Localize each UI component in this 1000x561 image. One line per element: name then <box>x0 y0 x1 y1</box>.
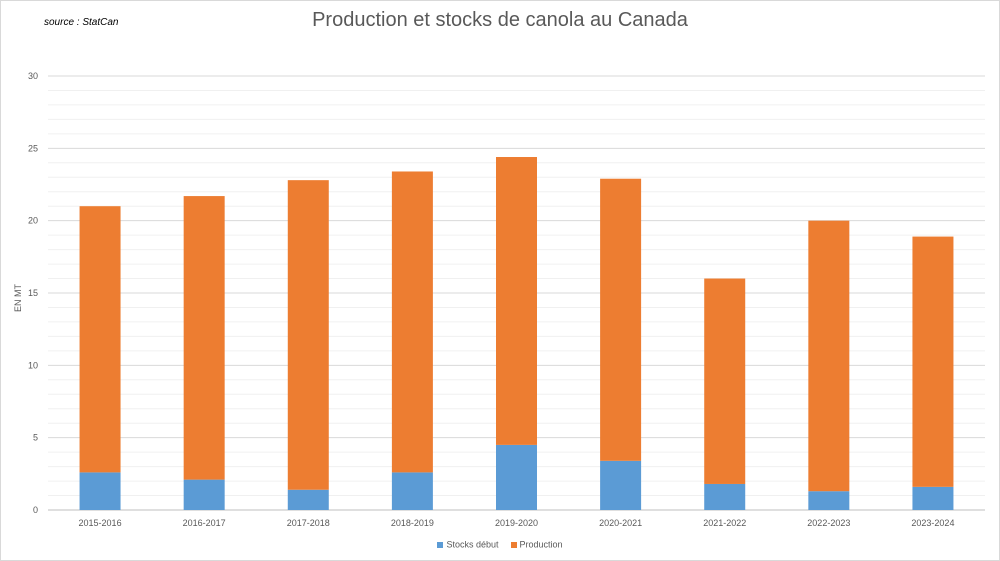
legend-item: Stocks début <box>437 539 499 550</box>
bar-stocks-debut-2020-2021 <box>600 460 642 510</box>
bar-production-2022-2023 <box>808 220 850 492</box>
bar-production-2023-2024 <box>912 236 954 487</box>
bar-stocks-debut-2016-2017 <box>183 479 225 510</box>
y-tick-label: 30 <box>28 71 38 81</box>
chart-title: Production et stocks de canola au Canada <box>312 9 688 31</box>
x-tick-label: 2019-2020 <box>495 518 538 528</box>
bar-production-2021-2022 <box>704 278 746 484</box>
x-tick-label: 2018-2019 <box>391 518 434 528</box>
x-tick-label: 2015-2016 <box>79 518 122 528</box>
y-axis-label: EN MT <box>13 284 23 313</box>
y-tick-label: 10 <box>28 360 38 370</box>
bar-stocks-debut-2019-2020 <box>496 444 537 510</box>
bar-stocks-debut-2023-2024 <box>912 486 954 510</box>
legend-swatch <box>437 541 444 548</box>
x-tick-label: 2017-2018 <box>287 518 330 528</box>
x-axis-ticks: 2015-2016 2016-2017 2017-2018 2018-2019 2019… <box>79 518 955 528</box>
bar-production-2020-2021 <box>600 178 642 461</box>
bar-production-2018-2019 <box>391 171 433 473</box>
legend-item: Production <box>510 539 563 550</box>
x-tick-label: 2021-2022 <box>703 518 746 528</box>
legend: Stocks début Production <box>0 539 1000 550</box>
y-tick-label: 0 <box>33 505 38 515</box>
legend-swatch <box>510 541 517 548</box>
bar-production-2017-2018 <box>287 180 329 490</box>
bar-production-2019-2020 <box>496 157 537 445</box>
bar-production-2016-2017 <box>183 196 225 480</box>
y-tick-label: 5 <box>33 433 38 443</box>
source-note: source : StatCan <box>44 17 119 28</box>
y-tick-label: 15 <box>28 288 38 298</box>
x-tick-label: 2022-2023 <box>807 518 850 528</box>
x-tick-label: 2023-2024 <box>911 518 954 528</box>
bar-stocks-debut-2015-2016 <box>79 472 121 510</box>
y-tick-label: 20 <box>28 216 38 226</box>
bars <box>79 157 954 510</box>
x-tick-label: 2020-2021 <box>599 518 642 528</box>
legend-label: Stocks début <box>446 539 499 550</box>
bar-stocks-debut-2021-2022 <box>704 483 746 510</box>
bar-stocks-debut-2018-2019 <box>391 472 433 510</box>
bar-stocks-debut-2017-2018 <box>287 489 329 510</box>
y-axis-ticks: 0 5 10 15 20 25 30 <box>28 71 38 515</box>
bar-stocks-debut-2022-2023 <box>808 491 850 510</box>
x-tick-label: 2016-2017 <box>183 518 226 528</box>
legend-label: Production <box>519 539 563 550</box>
bar-production-2015-2016 <box>79 206 121 473</box>
y-tick-label: 25 <box>28 143 38 153</box>
